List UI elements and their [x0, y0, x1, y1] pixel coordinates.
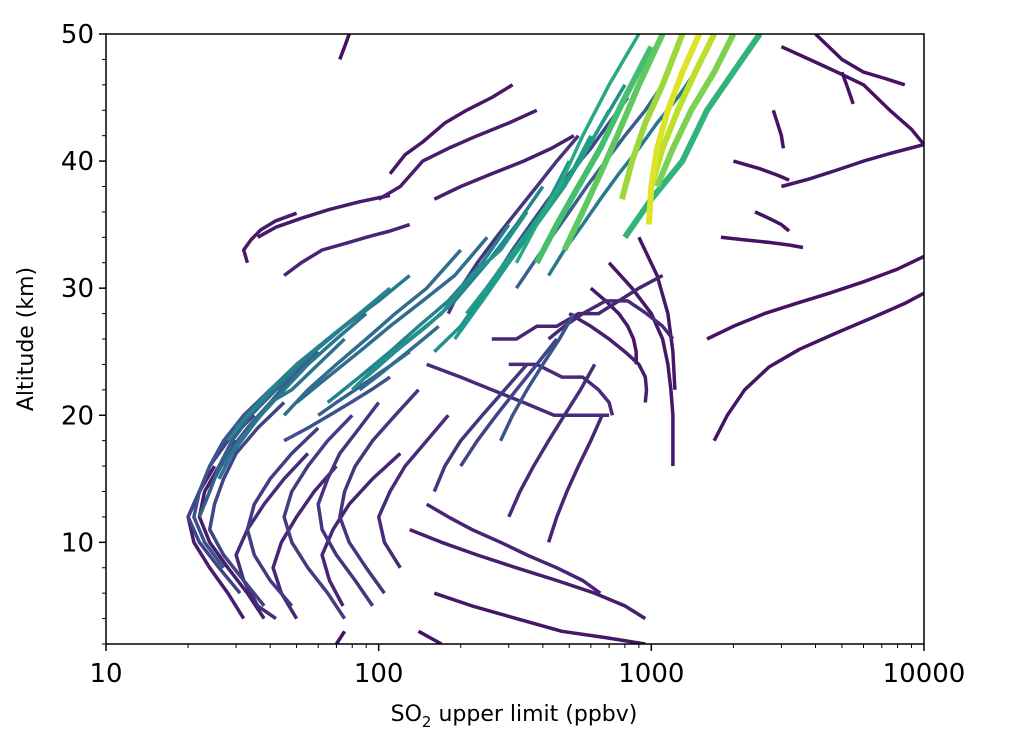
profile-line-59	[338, 34, 351, 61]
profile-line-73	[507, 363, 597, 518]
profile-line-52	[780, 45, 924, 146]
profile-line-45	[568, 312, 649, 403]
y-tick-label: 20	[61, 401, 94, 431]
profile-line-65	[283, 222, 411, 277]
profile-line-40	[334, 630, 347, 644]
profile-line-15	[222, 312, 368, 468]
profile-line-12	[350, 210, 529, 392]
x-axis-label-main: SO	[391, 702, 422, 727]
x-axis-label: SO2 upper limit (ppbv)	[391, 702, 638, 731]
profile-line-20	[295, 236, 489, 404]
profile-line-56	[754, 210, 791, 233]
profile-line-72	[432, 363, 529, 493]
x-tick-label: 10	[89, 659, 122, 689]
profile-line-2	[619, 34, 686, 200]
profile-line-7	[514, 34, 641, 264]
profile-line-6	[622, 34, 763, 240]
profile-line-53	[814, 34, 906, 87]
profile-line-60	[433, 134, 575, 201]
y-tick-label: 30	[61, 274, 94, 304]
profile-line-28	[316, 401, 381, 607]
y-tick-label: 50	[61, 20, 94, 50]
profile-line-16	[226, 286, 392, 442]
profile-line-37	[409, 527, 647, 621]
profile-line-38	[433, 591, 646, 644]
profile-line-58	[732, 159, 790, 182]
profile-line-70	[499, 312, 576, 442]
y-tick-label: 10	[61, 528, 94, 558]
profile-lines	[186, 34, 924, 644]
profile-line-27	[282, 414, 354, 620]
profile-line-71	[459, 337, 559, 468]
profile-line-23	[192, 388, 272, 569]
profile-line-36	[425, 502, 602, 595]
profile-line-57	[720, 235, 804, 250]
x-axis-label-rest: upper limit (ppbv)	[431, 702, 637, 727]
profile-line-19	[282, 248, 463, 417]
x-axis-ticks: 10 100 1000 10000	[89, 644, 965, 689]
x-axis-label-subscript: 2	[422, 713, 432, 731]
x-tick-label: 10000	[883, 659, 966, 689]
x-tick-label: 100	[354, 659, 404, 689]
profile-line-76	[283, 375, 391, 443]
profile-line-33	[320, 452, 402, 607]
y-tick-label: 40	[61, 147, 94, 177]
profile-line-49	[706, 254, 924, 341]
profile-line-30	[376, 414, 450, 569]
profile-line-25	[207, 401, 286, 607]
y-axis-label: Altitude (km)	[14, 267, 39, 411]
x-tick-label: 1000	[618, 659, 684, 689]
profile-line-50	[712, 291, 924, 442]
profile-line-3	[654, 34, 737, 188]
profile-line-63	[256, 193, 391, 239]
profile-line-31	[234, 452, 310, 621]
profile-line-29	[338, 388, 420, 595]
profile-line-26	[245, 426, 320, 608]
profile-line-64	[241, 211, 298, 264]
profile-line-43	[491, 273, 664, 341]
profile-line-39	[417, 629, 443, 644]
profile-line-1	[648, 34, 717, 188]
profile-line-61	[377, 108, 538, 201]
profile-line-48	[637, 236, 677, 390]
profile-line-41	[426, 362, 610, 418]
profile-line-5	[534, 45, 654, 265]
profile-line-74	[546, 414, 604, 543]
profile-line-0	[645, 34, 703, 225]
profile-line-9	[465, 109, 611, 315]
profile-line-24	[186, 414, 256, 595]
profile-line-62	[388, 83, 514, 175]
profile-line-55	[771, 109, 786, 149]
profile-line-54	[840, 71, 855, 105]
profile-line-51	[780, 142, 924, 189]
profile-line-13	[326, 223, 511, 404]
y-axis-ticks: 10 20 30 40 50	[61, 20, 106, 645]
profile-line-4	[561, 34, 666, 252]
profile-line-77	[358, 324, 440, 392]
